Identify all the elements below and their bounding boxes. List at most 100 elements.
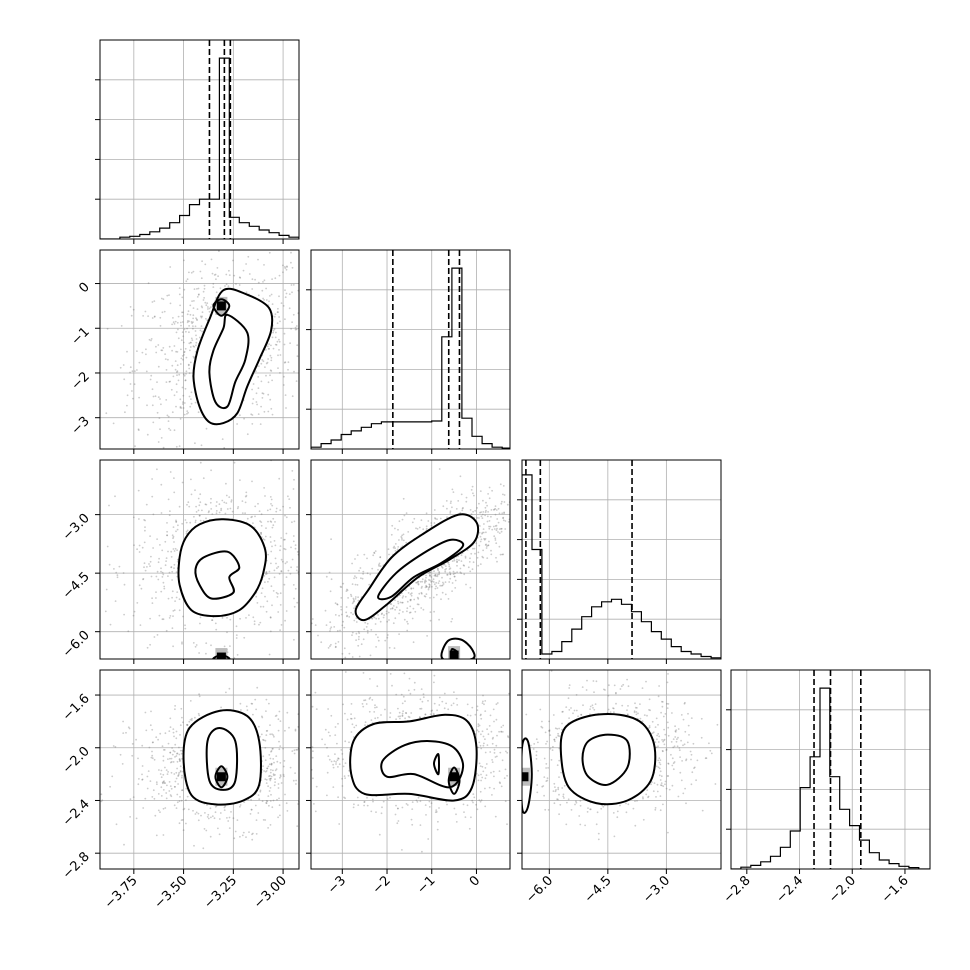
scatter-point xyxy=(181,789,183,792)
scatter-point xyxy=(451,582,454,584)
scatter-point xyxy=(442,583,445,585)
scatter-point xyxy=(172,749,175,752)
scatter-point xyxy=(259,520,261,522)
scatter-point xyxy=(166,784,168,787)
scatter-point xyxy=(480,773,482,776)
scatter-point xyxy=(320,641,323,644)
scatter-point xyxy=(172,645,175,648)
scatter-point xyxy=(264,819,267,821)
scatter-point xyxy=(480,538,483,541)
scatter-point xyxy=(138,361,141,364)
scatter-point xyxy=(264,747,267,749)
scatter-point xyxy=(265,698,268,701)
scatter-point xyxy=(292,488,295,490)
scatter-point xyxy=(472,561,475,564)
contour-fill xyxy=(178,519,266,617)
scatter-point xyxy=(264,495,266,497)
scatter-point xyxy=(173,609,176,612)
scatter-point xyxy=(401,537,403,540)
scatter-point xyxy=(208,510,210,513)
scatter-point xyxy=(293,597,295,600)
scatter-point xyxy=(266,361,269,364)
scatter-point xyxy=(303,543,305,545)
scatter-point xyxy=(233,657,236,659)
scatter-point xyxy=(425,525,428,528)
scatter-point xyxy=(177,783,180,785)
scatter-point xyxy=(283,547,286,550)
scatter-point xyxy=(170,550,173,553)
scatter-point xyxy=(371,699,374,701)
scatter-point xyxy=(265,374,267,377)
scatter-point xyxy=(192,321,194,323)
scatter-point xyxy=(173,567,175,569)
scatter-point xyxy=(428,800,431,803)
scatter-point xyxy=(445,702,447,705)
panel-frame xyxy=(730,669,931,870)
scatter-point xyxy=(184,519,187,521)
scatter-point xyxy=(492,525,495,528)
scatter-point xyxy=(301,555,303,557)
scatter-point xyxy=(176,321,179,324)
scatter-point xyxy=(142,315,145,317)
scatter-point xyxy=(343,626,346,629)
scatter-point xyxy=(344,740,347,743)
scatter-point xyxy=(386,636,389,639)
scatter-point xyxy=(256,686,259,689)
scatter-point xyxy=(453,575,456,578)
scatter-point xyxy=(294,587,297,590)
scatter-point xyxy=(241,834,244,837)
scatter-point xyxy=(165,557,168,559)
scatter-point xyxy=(397,807,399,810)
scatter-point xyxy=(275,510,278,513)
scatter-point xyxy=(459,567,462,570)
scatter-point xyxy=(447,561,450,564)
scatter-point xyxy=(182,808,185,811)
scatter-point xyxy=(351,583,354,585)
scatter-point xyxy=(169,471,172,473)
scatter-point xyxy=(500,730,503,733)
scatter-point xyxy=(406,600,409,603)
scatter-point xyxy=(198,293,200,296)
scatter-point xyxy=(493,748,496,751)
scatter-point xyxy=(126,350,128,353)
scatter-point xyxy=(277,729,280,732)
scatter-point xyxy=(508,692,510,695)
scatter-point xyxy=(157,365,160,368)
scatter-point xyxy=(478,762,481,765)
scatter-point xyxy=(514,514,516,516)
scatter-point xyxy=(413,598,416,601)
scatter-point xyxy=(257,376,260,378)
scatter-point xyxy=(348,616,351,618)
scatter-point xyxy=(412,587,415,590)
scatter-point xyxy=(323,727,325,729)
scatter-point xyxy=(419,716,421,719)
scatter-point xyxy=(166,414,169,417)
scatter-point xyxy=(263,299,265,301)
scatter-point xyxy=(114,600,117,602)
scatter-point xyxy=(213,274,216,276)
scatter-point xyxy=(323,303,325,305)
scatter-point xyxy=(453,575,456,578)
scatter-point xyxy=(449,512,452,514)
scatter-point xyxy=(179,418,182,420)
y-tick-label: −3 xyxy=(69,414,93,438)
scatter-point xyxy=(267,553,269,556)
scatter-point xyxy=(262,538,265,540)
scatter-point xyxy=(533,491,535,493)
scatter-point xyxy=(455,508,458,510)
scatter-point xyxy=(405,712,408,715)
scatter-point xyxy=(131,754,134,757)
scatter-point xyxy=(141,744,144,747)
scatter-point xyxy=(265,299,268,301)
scatter-point xyxy=(209,835,212,838)
scatter-point xyxy=(486,520,489,523)
scatter-point xyxy=(153,300,156,302)
scatter-point xyxy=(410,594,413,597)
scatter-point xyxy=(401,712,404,715)
scatter-point xyxy=(265,802,268,804)
scatter-point xyxy=(273,774,275,777)
scatter-point xyxy=(476,705,479,708)
scatter-point xyxy=(316,524,318,526)
scatter-point xyxy=(346,589,349,592)
scatter-point xyxy=(334,614,337,616)
